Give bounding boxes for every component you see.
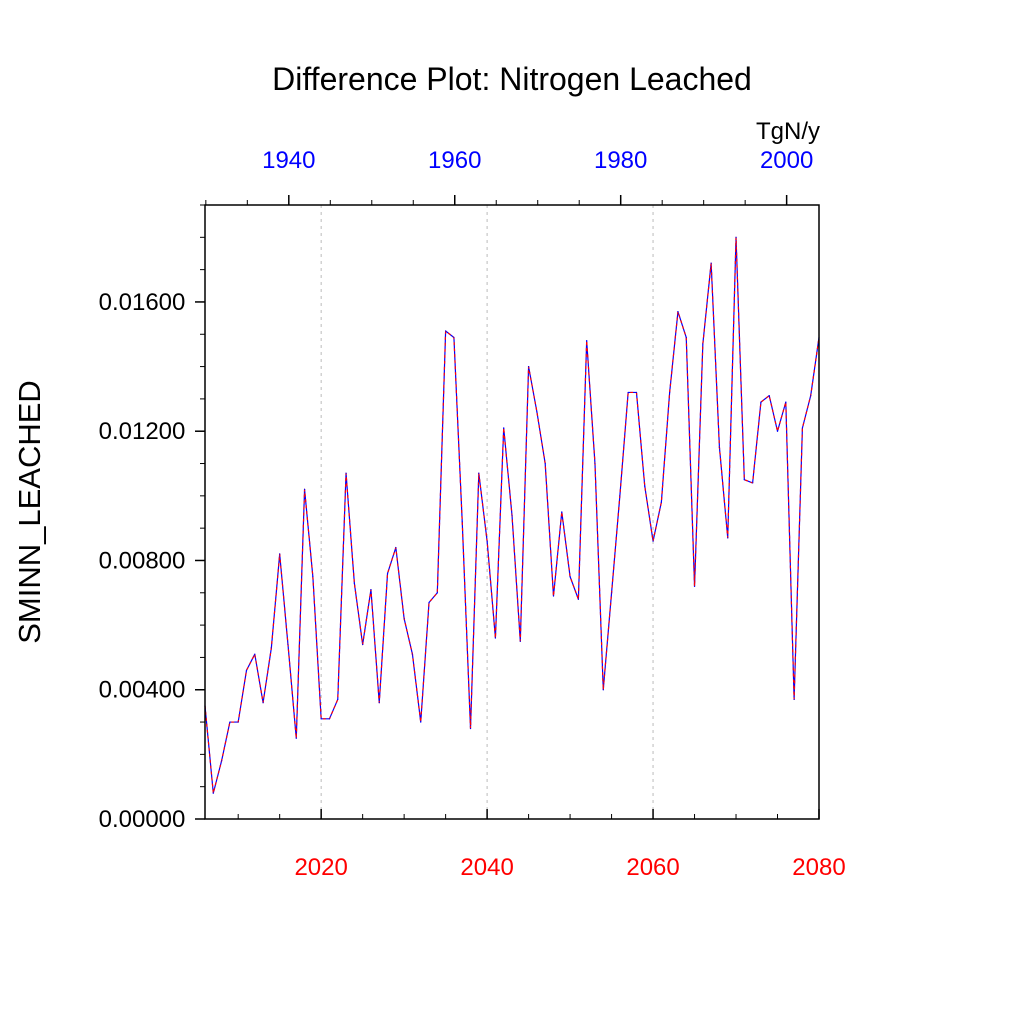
data-point [735, 236, 737, 238]
data-point [577, 598, 579, 600]
data-point [386, 572, 389, 575]
data-point [785, 401, 787, 403]
chart-title: Difference Plot: Nitrogen Leached [272, 61, 752, 97]
data-point [768, 395, 770, 397]
data-point [453, 336, 455, 339]
data-point [262, 702, 264, 704]
data-point [718, 446, 721, 448]
data-point [752, 482, 754, 484]
x-bottom-tick-label: 2020 [294, 854, 347, 881]
y-tick-label: 0.00000 [99, 806, 186, 833]
plot-frame [204, 204, 820, 820]
data-point [710, 262, 712, 264]
x-bottom-tick-label: 2040 [460, 854, 513, 881]
data-point [420, 721, 422, 723]
y-tick-label: 0.00800 [99, 547, 186, 574]
data-point [652, 540, 654, 542]
data-point [619, 495, 621, 497]
data-point [810, 395, 812, 397]
data-point [353, 582, 355, 584]
data-point [677, 311, 679, 313]
x-top-tick-label: 2000 [760, 147, 813, 174]
data-point [635, 391, 638, 394]
data-point [478, 472, 480, 474]
data-point [602, 689, 604, 691]
y-axis-label: SMINN_LEACHED [12, 380, 47, 644]
x-top-tick-label: 1940 [262, 147, 315, 174]
data-point [270, 647, 272, 649]
data-point [801, 427, 804, 429]
data-point [727, 537, 729, 539]
axis-tick-labels: 2020 2040 2060 2080 1940 1960 1980 2000 0.00000 0… [99, 147, 846, 881]
data-point [569, 576, 571, 578]
data-point [220, 760, 223, 762]
y-tick-label: 0.00400 [99, 677, 186, 704]
data-point [693, 585, 696, 587]
data-point [428, 601, 430, 604]
series-group [204, 236, 820, 794]
data-point [669, 391, 671, 394]
data-point [561, 511, 563, 513]
y-tick-label: 0.01600 [99, 289, 186, 316]
data-point [586, 340, 588, 342]
axis-ticks [195, 195, 820, 820]
data-point [212, 792, 214, 794]
data-point [660, 501, 662, 503]
x-top-tick-label: 1980 [594, 147, 647, 174]
data-point [370, 588, 372, 591]
data-point [436, 592, 438, 594]
data-point [519, 640, 521, 642]
data-point [503, 427, 505, 429]
data-point [743, 479, 745, 481]
data-point [702, 343, 704, 345]
x-top-tick-label: 1960 [428, 147, 481, 174]
data-point [494, 637, 497, 639]
data-point [685, 336, 687, 339]
units-label: TgN/y [756, 118, 820, 145]
data-point [287, 643, 289, 646]
data-point [552, 595, 555, 597]
data-point [760, 401, 762, 403]
data-point [445, 330, 447, 332]
data-point [378, 702, 380, 704]
data-point [362, 643, 364, 646]
data-point [328, 718, 331, 720]
data-point [486, 540, 488, 542]
data-point [511, 514, 513, 516]
data-point [544, 462, 546, 465]
data-point [594, 462, 596, 465]
data-point [793, 698, 795, 701]
data-point [527, 365, 530, 368]
data-point [627, 391, 629, 394]
data-point [303, 488, 306, 490]
data-point [279, 553, 281, 555]
data-point [403, 618, 405, 620]
y-tick-label: 0.01200 [99, 418, 186, 445]
data-point [644, 485, 646, 487]
data-point [345, 472, 347, 474]
data-point [411, 653, 414, 655]
data-point [395, 546, 397, 549]
grid-lines [320, 205, 654, 819]
data-point [776, 430, 779, 432]
data-point [469, 727, 472, 730]
data-point [254, 653, 256, 655]
data-point [320, 718, 322, 720]
data-point [229, 721, 231, 723]
data-point [536, 411, 538, 413]
x-bottom-tick-label: 2080 [792, 854, 845, 881]
data-point [312, 576, 314, 578]
data-point [245, 669, 248, 671]
data-point [237, 721, 239, 723]
data-point [295, 737, 297, 739]
data-point [337, 698, 339, 701]
x-bottom-tick-label: 2060 [626, 854, 679, 881]
data-point [610, 592, 613, 594]
data-point [461, 521, 463, 523]
